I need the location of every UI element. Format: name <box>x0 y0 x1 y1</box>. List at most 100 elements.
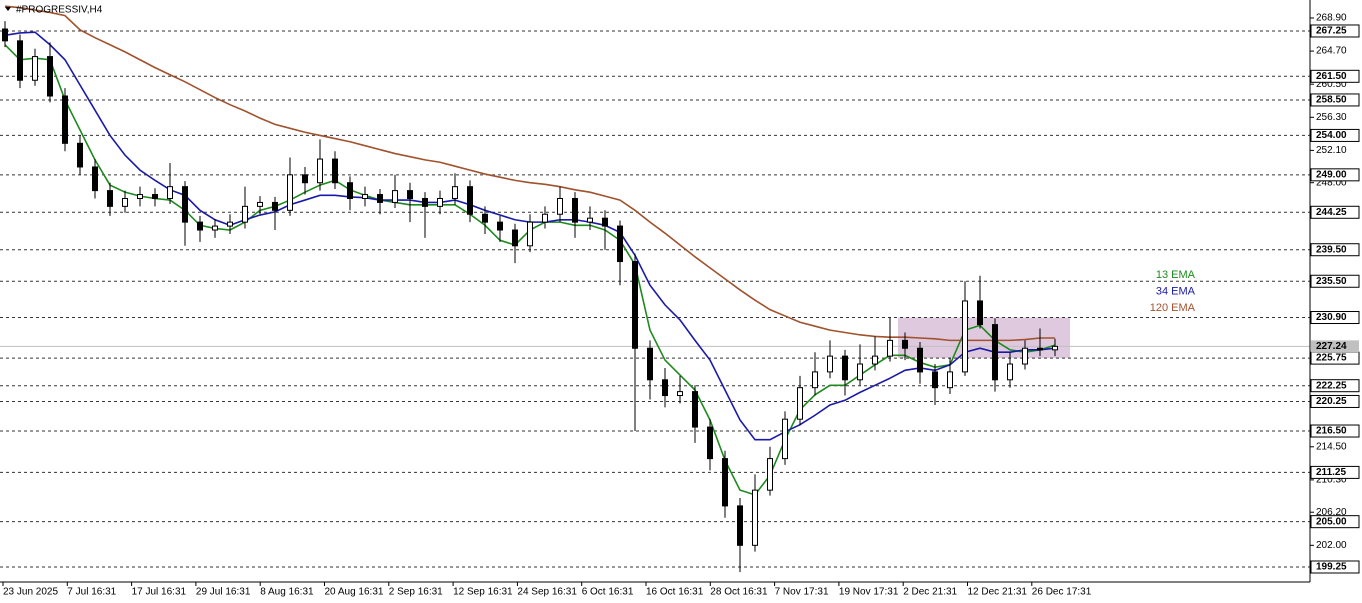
legend-entry: 13 EMA <box>1156 269 1196 281</box>
candle-body <box>542 213 548 223</box>
level-label-box <box>1310 379 1360 393</box>
candle-body <box>47 56 53 97</box>
x-tick-label: 29 Jul 16:31 <box>196 587 251 598</box>
candle-body <box>17 40 23 81</box>
candle-body <box>587 217 593 223</box>
level-label-box <box>1310 128 1360 142</box>
candle-body <box>887 339 893 357</box>
level-label-box <box>1310 424 1360 438</box>
candle-body <box>902 339 908 349</box>
level-label-box <box>1310 394 1360 408</box>
candle-body <box>842 355 848 381</box>
y-tick-label: 264.70 <box>1316 46 1347 57</box>
level-label-box <box>1310 168 1360 182</box>
candle-body <box>32 56 38 81</box>
candle-body <box>152 194 158 199</box>
y-tick-label: 210.30 <box>1316 475 1347 486</box>
candle-body <box>677 391 683 397</box>
current-price-box <box>1311 340 1359 353</box>
candle-body <box>797 387 803 420</box>
candle-body <box>212 225 218 231</box>
level-label: 225.75 <box>1316 353 1347 364</box>
level-label: 199.25 <box>1316 562 1347 573</box>
candle-body <box>1007 363 1013 381</box>
candle-body <box>122 197 128 207</box>
x-tick-label: 19 Nov 17:31 <box>839 587 899 598</box>
x-tick-label: 8 Aug 16:31 <box>260 587 314 598</box>
candle-body <box>722 458 728 507</box>
y-tick-label: 260.50 <box>1316 79 1347 90</box>
level-label: 216.50 <box>1316 426 1347 437</box>
candle-body <box>467 186 473 215</box>
level-label-box <box>1310 274 1360 288</box>
level-label: 230.90 <box>1316 312 1347 323</box>
candle-body <box>647 347 653 381</box>
candle-body <box>377 194 383 203</box>
level-label: 235.50 <box>1316 276 1347 287</box>
candle-body <box>257 201 263 207</box>
level-label-box <box>1310 24 1360 38</box>
candle-body <box>827 355 833 373</box>
legend-entry: 120 EMA <box>1150 302 1196 314</box>
x-tick-label: 7 Nov 17:31 <box>775 587 829 598</box>
level-label-box <box>1310 243 1360 257</box>
candle-body <box>632 261 638 349</box>
level-label-box <box>1310 205 1360 219</box>
candle-body <box>107 190 113 207</box>
level-label-box <box>1310 69 1360 83</box>
level-label: 244.25 <box>1316 207 1347 218</box>
candle-body <box>512 229 518 247</box>
candle-body <box>317 158 323 184</box>
x-tick-label: 28 Oct 16:31 <box>710 587 768 598</box>
candle-body <box>347 182 353 199</box>
candle-body <box>707 426 713 460</box>
y-tick-label: 202.00 <box>1316 540 1347 551</box>
menu-arrow[interactable] <box>5 7 11 11</box>
x-tick-label: 2 Sep 16:31 <box>389 587 443 598</box>
candle-body <box>977 300 983 326</box>
candle-body <box>392 190 398 203</box>
candle-body <box>167 186 173 199</box>
candle-body <box>572 197 578 223</box>
level-label: 220.25 <box>1316 396 1347 407</box>
candle-body <box>437 197 443 207</box>
y-tick-label: 206.20 <box>1316 507 1347 518</box>
candle-body <box>272 201 278 211</box>
x-tick-label: 2 Dec 21:31 <box>903 587 957 598</box>
candle-body <box>857 363 863 381</box>
candle-body <box>287 174 293 211</box>
candle-body <box>737 505 743 546</box>
x-tick-label: 6 Oct 16:31 <box>582 587 634 598</box>
candle-body <box>407 190 413 199</box>
x-tick-label: 24 Sep 16:31 <box>517 587 577 598</box>
y-tick-label: 252.10 <box>1316 145 1347 156</box>
current-price-label: 227.24 <box>1316 341 1347 352</box>
chart-title: #PROGRESSIV,H4 <box>16 5 103 16</box>
candle-body <box>137 194 143 199</box>
y-tick-label: 214.50 <box>1316 441 1347 452</box>
level-label: 239.50 <box>1316 244 1347 255</box>
candle-body <box>1022 347 1028 365</box>
candle-body <box>2 28 8 42</box>
candle-body <box>497 221 503 231</box>
candle-body <box>992 324 998 381</box>
level-label: 258.50 <box>1316 95 1347 106</box>
candle-body <box>1037 347 1043 351</box>
level-label: 249.00 <box>1316 169 1347 180</box>
x-tick-label: 26 Dec 17:31 <box>1032 587 1092 598</box>
candle-body <box>332 158 338 184</box>
x-tick-label: 20 Aug 16:31 <box>325 587 384 598</box>
candle-body <box>602 217 608 227</box>
candle-body <box>182 186 188 223</box>
candle-body <box>812 371 818 389</box>
level-label: 261.50 <box>1316 71 1347 82</box>
x-tick-label: 7 Jul 16:31 <box>67 587 116 598</box>
x-tick-label: 23 Jun 2025 <box>3 587 58 598</box>
ema-line <box>4 5 1055 342</box>
candle-body <box>782 418 788 460</box>
candle-body <box>452 186 458 199</box>
candle-body <box>872 355 878 365</box>
candle-body <box>1052 345 1058 351</box>
candle-body <box>767 458 773 491</box>
